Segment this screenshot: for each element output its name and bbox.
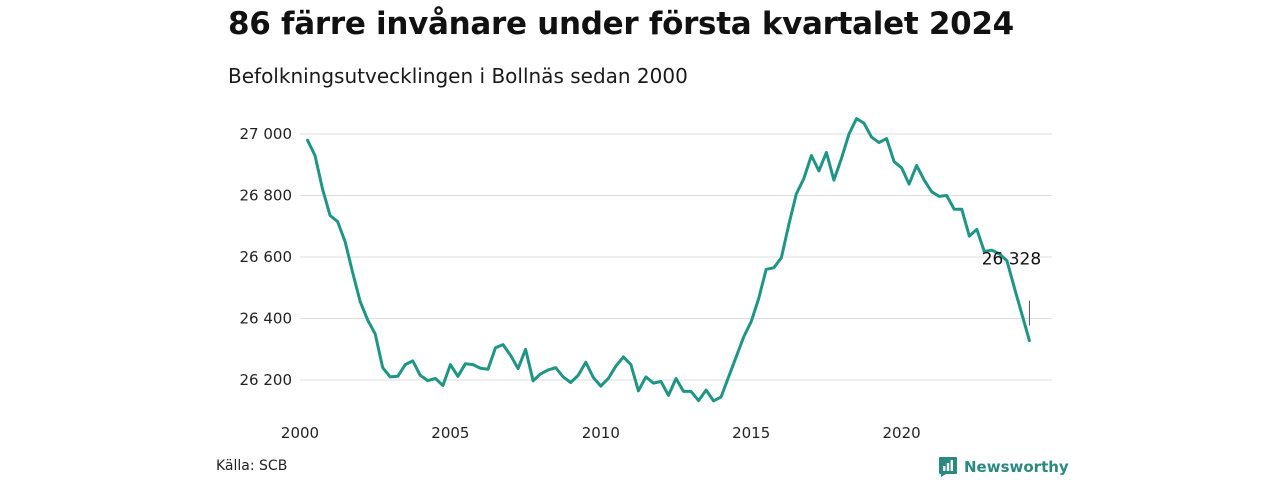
y-tick-label: 26 200: [240, 371, 293, 389]
y-tick-label: 26 400: [240, 310, 293, 328]
newsworthy-logo: Newsworthy: [938, 456, 1069, 478]
y-tick-label: 26 600: [240, 248, 293, 266]
x-tick-label: 2000: [281, 424, 319, 442]
x-tick-label: 2005: [431, 424, 469, 442]
y-tick-label: 26 800: [240, 187, 293, 205]
end-value-label: 26 328: [982, 250, 1041, 270]
x-tick-label: 2010: [582, 424, 620, 442]
x-axis: 2000 2005 2010 2015 2020: [281, 424, 921, 442]
x-tick-label: 2015: [732, 424, 770, 442]
chart-title: 86 färre invånare under första kvartalet…: [228, 6, 1014, 42]
x-tick-label: 2020: [883, 424, 921, 442]
y-axis: 26 200 26 400 26 600 26 800 27 000: [240, 125, 293, 389]
y-tick-label: 27 000: [240, 125, 293, 143]
chart-subtitle: Befolkningsutvecklingen i Bollnäs sedan …: [228, 64, 688, 88]
newsworthy-logo-icon: [939, 457, 957, 477]
gridlines: [300, 133, 1052, 381]
source-note: Källa: SCB: [216, 458, 288, 474]
brand-name: Newsworthy: [964, 458, 1069, 476]
population-line: [306, 117, 1031, 403]
